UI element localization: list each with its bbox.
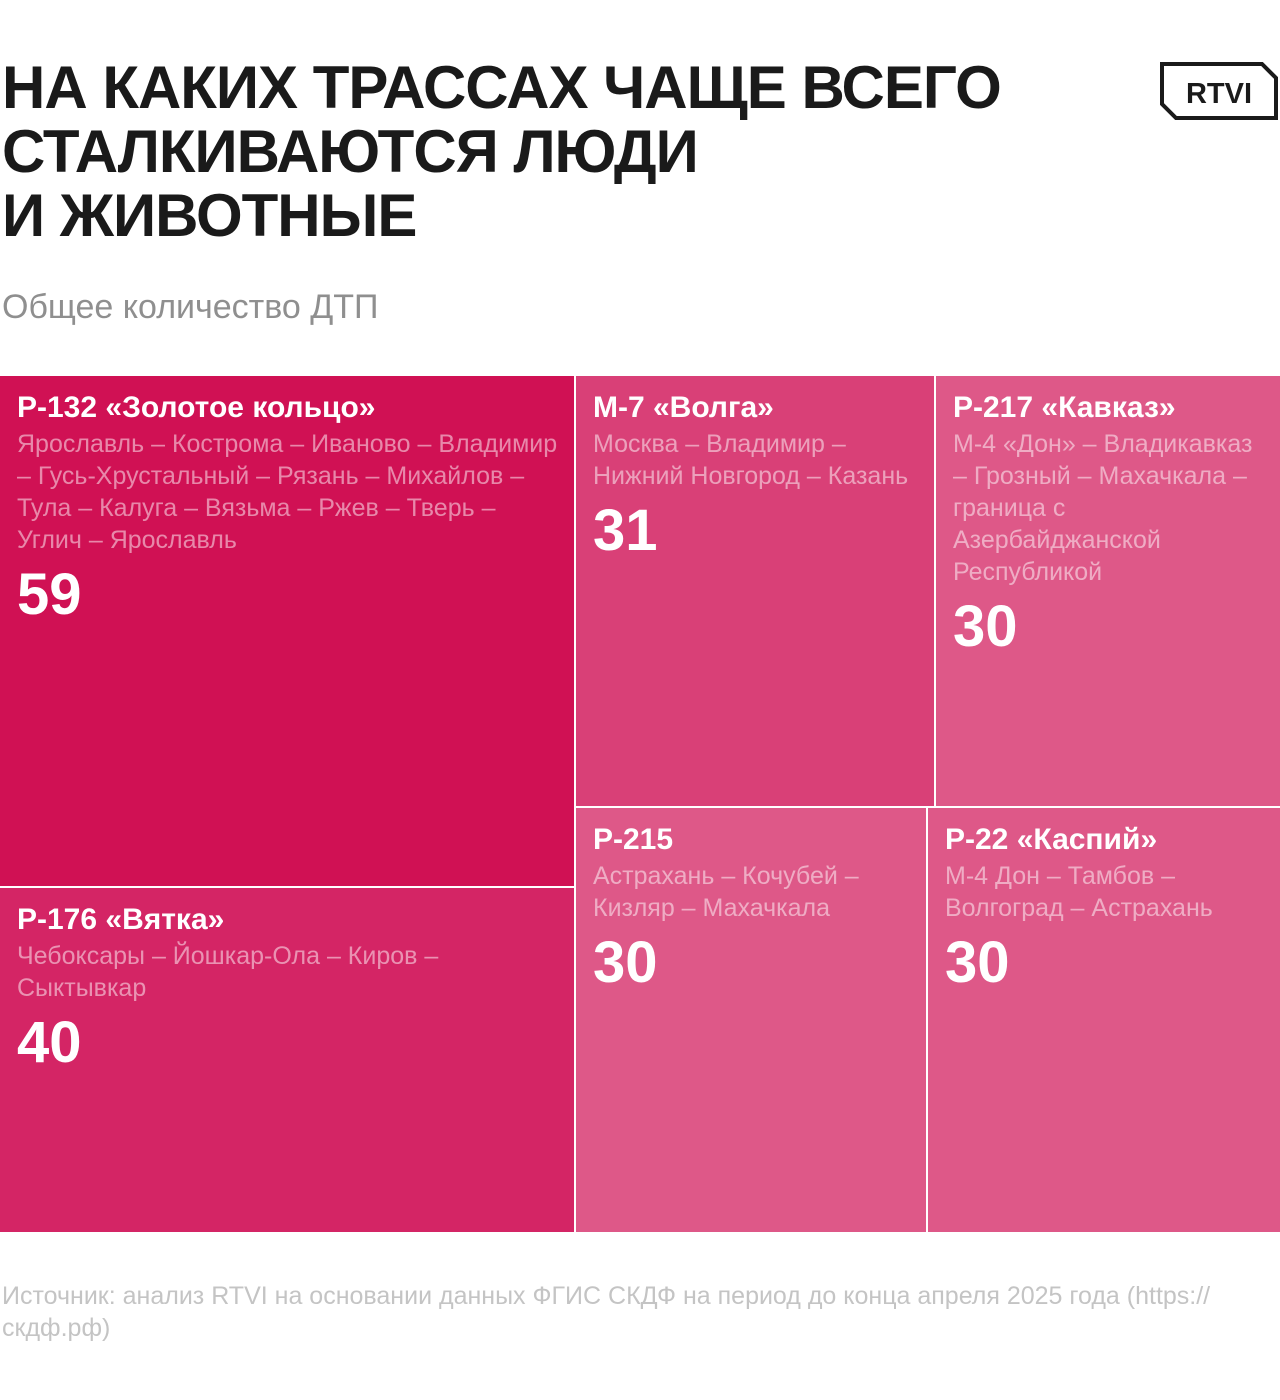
cell-route: М-4 «Дон» – Владикавказ – Грозный – Маха…	[953, 430, 1253, 586]
treemap-cell: Р-215 Астрахань – Кочубей – Кизляр – Маха…	[576, 808, 926, 1232]
cell-highway-name: Р-22 «Каспий»	[945, 823, 1158, 856]
treemap-cell: М-7 «Волга» Москва – Владимир – Нижний Но…	[576, 376, 934, 806]
rtvi-logo: RTVI	[1158, 60, 1280, 122]
logo-text: RTVI	[1186, 78, 1252, 110]
cell-highway-name: Р-176 «Вятка»	[17, 903, 225, 936]
rtvi-logo-icon: RTVI	[1160, 62, 1278, 120]
page-title: НА КАКИХ ТРАССАХ ЧАЩЕ ВСЕГО СТАЛКИВАЮТСЯ…	[2, 54, 1002, 249]
cell-highway-name: Р-215	[593, 823, 674, 856]
treemap-chart: Р-132 «Золотое кольцо» Ярославль – Костро…	[0, 376, 1280, 1232]
cell-value: 30	[953, 594, 1018, 659]
cell-highway-name: М-7 «Волга»	[593, 391, 774, 424]
cell-value: 59	[17, 562, 82, 627]
treemap-cell: Р-132 «Золотое кольцо» Ярославль – Костро…	[0, 376, 574, 886]
cell-route: М-4 Дон – Тамбов – Волгоград – Астрахань	[945, 862, 1213, 922]
cell-value: 30	[945, 930, 1010, 995]
treemap-cell: Р-22 «Каспий» М-4 Дон – Тамбов – Волгогра…	[928, 808, 1280, 1232]
treemap-cell: Р-217 «Кавказ» М-4 «Дон» – Владикавказ – …	[936, 376, 1280, 806]
cell-route: Астрахань – Кочубей – Кизляр – Махачкала	[593, 862, 859, 922]
cell-value: 40	[17, 1010, 82, 1075]
cell-highway-name: Р-132 «Золотое кольцо»	[17, 391, 376, 424]
source-note: Источник: анализ RTVI на основании данны…	[2, 1282, 1211, 1342]
treemap-cell: Р-176 «Вятка» Чебоксары – Йошкар-Ола – Ки…	[0, 888, 574, 1232]
cell-highway-name: Р-217 «Кавказ»	[953, 391, 1176, 424]
cell-route: Чебоксары – Йошкар-Ола – Киров – Сыктывк…	[17, 942, 439, 1002]
cell-route: Москва – Владимир – Нижний Новгород – Ка…	[593, 430, 909, 490]
cell-route: Ярославль – Кострома – Иваново – Владими…	[17, 430, 558, 554]
cell-value: 30	[593, 930, 658, 995]
chart-subtitle: Общее количество ДТП	[2, 288, 379, 326]
cell-value: 31	[593, 498, 658, 563]
